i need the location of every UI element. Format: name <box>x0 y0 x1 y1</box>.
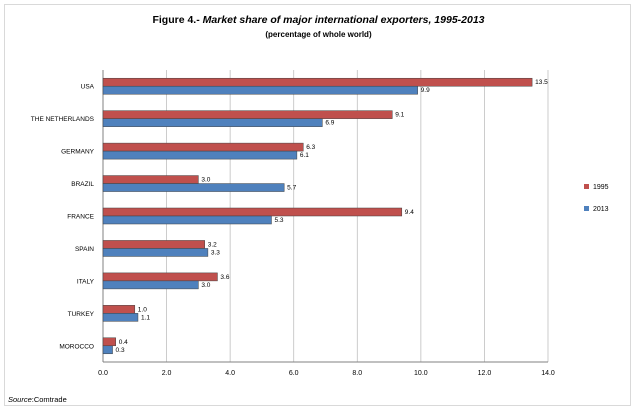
category-label: USA <box>81 84 95 91</box>
data-label-2013: 1.1 <box>141 314 150 321</box>
data-label-2013: 3.3 <box>211 249 220 256</box>
legend-swatch-2013 <box>584 206 589 211</box>
x-tick-label: 8.0 <box>352 370 362 377</box>
bar-1995 <box>103 176 198 184</box>
category-label: FRANCE <box>67 214 94 221</box>
data-label-2013: 9.9 <box>421 87 430 94</box>
legend-label-1995: 1995 <box>593 184 609 191</box>
bar-1995 <box>103 305 135 313</box>
data-label-1995: 3.2 <box>208 241 217 248</box>
bar-1995 <box>103 111 392 119</box>
data-label-2013: 3.0 <box>201 282 210 289</box>
data-label-1995: 9.1 <box>395 112 404 119</box>
data-label-2013: 5.3 <box>274 217 283 224</box>
category-label: ITALY <box>77 278 95 285</box>
x-tick-label: 6.0 <box>289 370 299 377</box>
bar-2013 <box>103 248 208 256</box>
bar-2013 <box>103 216 271 224</box>
bar-1995 <box>103 143 303 151</box>
bar-1995 <box>103 78 532 86</box>
data-label-2013: 0.3 <box>116 347 125 354</box>
category-label: BRAZIL <box>71 181 94 188</box>
legend-swatch-1995 <box>584 184 589 189</box>
category-label: MOROCCO <box>59 343 94 350</box>
bar-2013 <box>103 119 322 127</box>
data-label-1995: 9.4 <box>405 209 414 216</box>
bar-2013 <box>103 151 297 159</box>
category-label: THE NETHERLANDS <box>31 116 95 123</box>
bar-2013 <box>103 184 284 192</box>
legend-label-2013: 2013 <box>593 206 609 213</box>
bar-2013 <box>103 86 418 94</box>
data-label-1995: 13.5 <box>535 79 548 86</box>
bar-1995 <box>103 240 205 248</box>
data-label-1995: 3.0 <box>201 177 210 184</box>
x-tick-label: 4.0 <box>225 370 235 377</box>
data-label-2013: 5.7 <box>287 185 296 192</box>
x-tick-label: 10.0 <box>414 370 428 377</box>
bar-2013 <box>103 346 113 354</box>
bar-1995 <box>103 273 217 281</box>
category-label: SPAIN <box>75 246 94 253</box>
source-label: Source <box>8 395 32 404</box>
data-label-1995: 3.6 <box>220 274 229 281</box>
category-label: GERMANY <box>61 149 95 156</box>
source-note: Source:Comtrade <box>8 395 67 404</box>
x-tick-label: 12.0 <box>478 370 492 377</box>
x-tick-label: 2.0 <box>162 370 172 377</box>
data-label-1995: 0.4 <box>119 339 128 346</box>
category-label: TURKEY <box>68 311 95 318</box>
bar-2013 <box>103 281 198 289</box>
x-tick-label: 0.0 <box>98 370 108 377</box>
x-tick-label: 14.0 <box>541 370 555 377</box>
data-label-2013: 6.9 <box>325 120 334 127</box>
bar-2013 <box>103 313 138 321</box>
data-label-2013: 6.1 <box>300 152 309 159</box>
data-label-1995: 1.0 <box>138 306 147 313</box>
source-text: :Comtrade <box>32 395 67 404</box>
bar-1995 <box>103 338 116 346</box>
data-label-1995: 6.3 <box>306 144 315 151</box>
bar-1995 <box>103 208 402 216</box>
